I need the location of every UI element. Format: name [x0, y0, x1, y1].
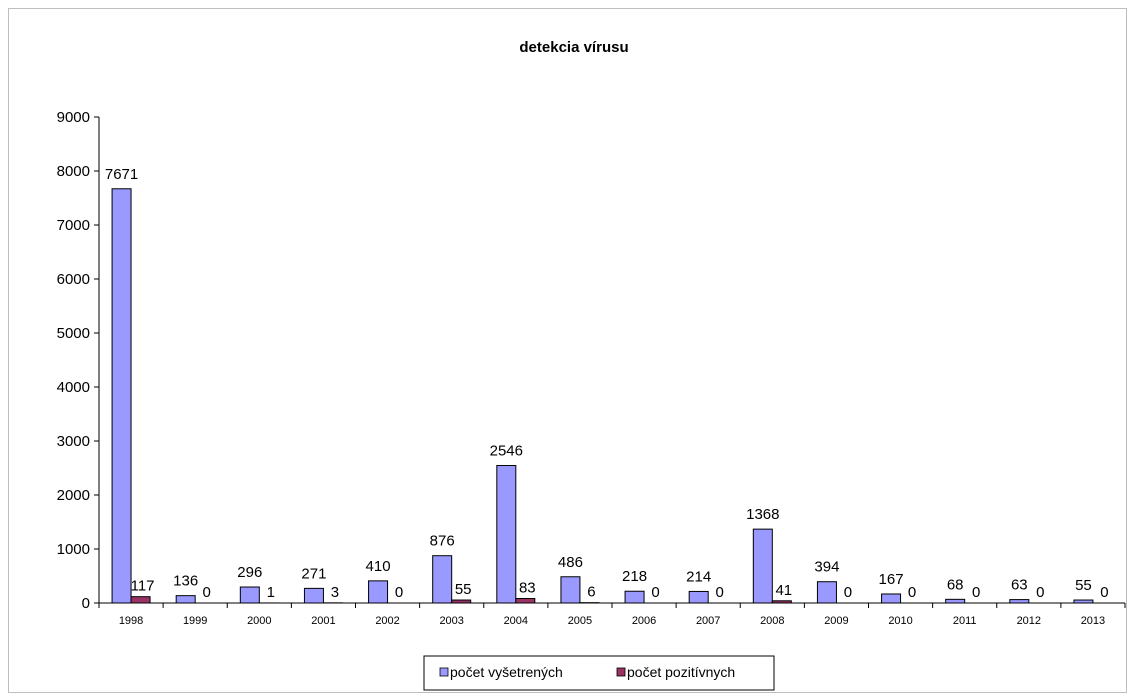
x-tick-label: 2010: [888, 615, 912, 627]
data-label-series-2: 0: [203, 584, 211, 601]
data-label-series-2: 0: [651, 584, 659, 601]
y-axis: 0 1000 2000 3000 4000 5000 6000 7000 8000 9000: [57, 109, 100, 612]
bar-series-1: [111, 188, 132, 604]
bar-series-1: [945, 598, 966, 604]
bar-series-2: [771, 600, 792, 604]
y-tick-label: 2000: [57, 487, 90, 504]
bar-series-1: [560, 576, 581, 604]
bar-series-1: [624, 590, 645, 604]
bar-series-2: [451, 599, 472, 604]
x-tick-label: 2003: [439, 615, 463, 627]
data-label-series-2: 6: [587, 584, 595, 601]
bar-series-1: [1009, 599, 1030, 604]
y-tick-label: 4000: [57, 379, 90, 396]
bar-series-1: [368, 580, 389, 604]
data-label-series-1: 486: [558, 554, 583, 571]
data-label-series-1: 296: [237, 564, 262, 581]
legend-swatch-series-1: [439, 667, 449, 677]
data-label-series-1: 136: [173, 573, 198, 590]
data-label-series-1: 7671: [105, 166, 138, 183]
data-label-series-2: 0: [395, 584, 403, 601]
x-tick-label: 2004: [504, 615, 528, 627]
x-axis: 1998 1999 2000 2001 2002 2003 2004 2005 2006 2007…: [98, 602, 1126, 627]
data-label-series-2: 1: [267, 584, 275, 601]
data-label-series-1: 1368: [746, 506, 779, 523]
y-tick-label: 0: [82, 595, 90, 612]
bar-series-1: [303, 587, 324, 604]
y-tick-label: 9000: [57, 109, 90, 126]
bar-series-1: [432, 555, 453, 604]
data-label-series-1: 394: [814, 559, 839, 576]
data-label-series-1: 271: [301, 565, 326, 582]
x-tick-label: 2009: [824, 615, 848, 627]
data-label-series-2: 3: [331, 584, 339, 601]
data-label-series-2: 117: [131, 578, 155, 595]
bar-series-2: [515, 598, 536, 604]
x-tick-label: 2001: [311, 615, 335, 627]
data-label-series-1: 167: [879, 571, 904, 588]
y-tick-label: 7000: [57, 217, 90, 234]
x-tick-label: 1999: [183, 615, 207, 627]
y-tick-label: 1000: [57, 541, 90, 558]
bar-series-1: [816, 581, 837, 604]
data-label-series-2: 0: [844, 584, 852, 601]
bar-series-1: [688, 590, 709, 604]
data-label-series-2: 0: [1036, 584, 1044, 601]
x-tick-label: 2007: [696, 615, 720, 627]
legend-box: [423, 655, 775, 691]
bar-series-1: [239, 586, 260, 604]
data-label-series-2: 83: [519, 580, 536, 597]
bar-series-2: [130, 596, 151, 604]
legend-label-series-1: počet vyšetrených: [450, 664, 563, 680]
bar-series-1: [752, 528, 773, 604]
bar-series-1: [1073, 599, 1094, 604]
x-tick-label: 2008: [760, 615, 784, 627]
data-label-series-1: 214: [686, 568, 711, 585]
bar-series-1: [175, 595, 196, 604]
bar-series-1: [496, 465, 517, 604]
data-label-series-1: 68: [947, 576, 964, 593]
data-label-series-1: 55: [1075, 577, 1092, 594]
data-label-series-2: 0: [908, 584, 916, 601]
data-label-series-1: 2546: [490, 443, 523, 460]
data-label-series-1: 63: [1011, 577, 1028, 594]
x-tick-label: 2011: [953, 615, 977, 627]
y-tick-label: 5000: [57, 325, 90, 342]
data-label-series-1: 876: [430, 533, 455, 550]
x-tick-label: 2005: [568, 615, 592, 627]
y-tick-label: 8000: [57, 163, 90, 180]
data-label-series-1: 410: [366, 558, 391, 575]
data-label-series-2: 41: [775, 582, 792, 599]
x-tick-label: 2000: [247, 615, 271, 627]
data-label-series-2: 0: [1100, 584, 1108, 601]
x-tick-label: 2013: [1081, 615, 1105, 627]
data-label-series-2: 0: [972, 584, 980, 601]
data-label-series-1: 218: [622, 568, 647, 585]
y-tick-label: 3000: [57, 433, 90, 450]
chart-title: detekcia vírusu: [519, 39, 628, 56]
legend: počet vyšetrených počet pozitívnych: [423, 655, 775, 691]
x-tick-label: 2006: [632, 615, 656, 627]
x-tick-label: 2012: [1017, 615, 1041, 627]
legend-swatch-series-2: [616, 667, 626, 677]
x-tick-label: 1998: [119, 615, 143, 627]
data-label-series-2: 55: [455, 581, 472, 598]
data-label-series-2: 0: [716, 584, 724, 601]
bars: [111, 188, 1094, 604]
bar-series-1: [881, 593, 902, 604]
legend-label-series-2: počet pozitívnych: [627, 664, 735, 680]
y-tick-label: 6000: [57, 271, 90, 288]
x-tick-label: 2002: [375, 615, 399, 627]
